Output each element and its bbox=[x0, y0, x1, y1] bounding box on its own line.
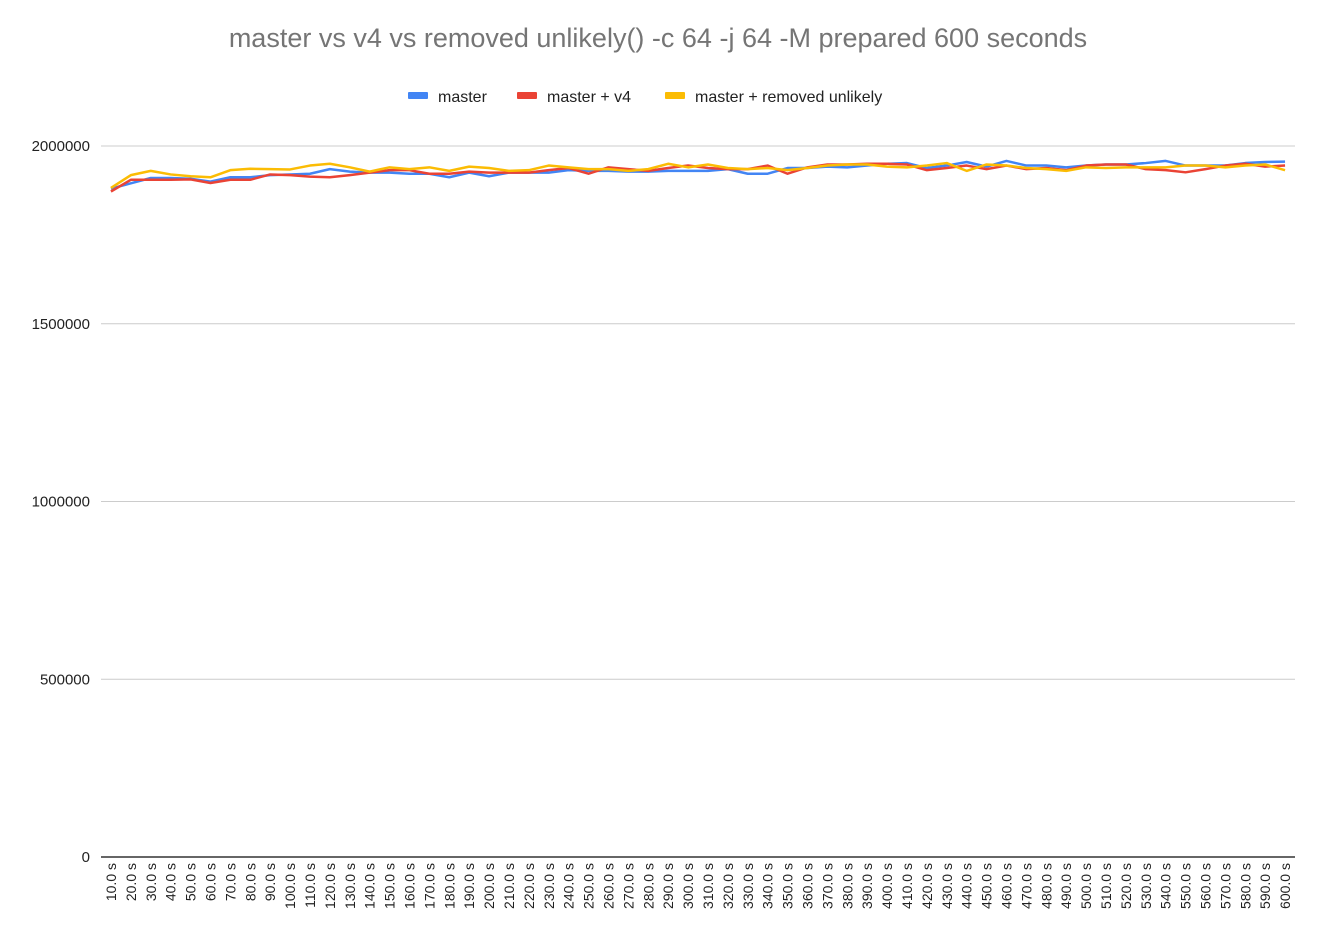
x-tick-label: 250.0 s bbox=[581, 863, 597, 909]
x-tick-label: 120.0 s bbox=[322, 863, 338, 909]
legend-label-master: master bbox=[438, 89, 488, 106]
gridlines bbox=[101, 145, 1295, 680]
x-tick-label: 160.0 s bbox=[401, 863, 417, 909]
x-tick-label: 70.0 s bbox=[222, 863, 238, 901]
chart-title: master vs v4 vs removed unlikely() -c 64… bbox=[229, 23, 1087, 53]
x-tick-label: 410.0 s bbox=[899, 863, 915, 909]
x-tick-label: 400.0 s bbox=[879, 863, 895, 909]
x-tick-label: 320.0 s bbox=[720, 863, 736, 909]
x-tick-label: 530.0 s bbox=[1138, 863, 1154, 909]
y-tick-label: 1000000 bbox=[32, 494, 90, 511]
x-tick-label: 500.0 s bbox=[1078, 863, 1094, 909]
x-tick-label: 20.0 s bbox=[123, 863, 139, 901]
x-tick-label: 560.0 s bbox=[1197, 863, 1213, 909]
x-tick-label: 380.0 s bbox=[839, 863, 855, 909]
x-tick-label: 570.0 s bbox=[1217, 863, 1233, 909]
x-tick-label: 330.0 s bbox=[740, 863, 756, 909]
x-tick-label: 220.0 s bbox=[521, 863, 537, 909]
x-tick-label: 470.0 s bbox=[1018, 863, 1034, 909]
x-tick-label: 310.0 s bbox=[700, 863, 716, 909]
x-tick-label: 540.0 s bbox=[1158, 863, 1174, 909]
legend-swatch-master-v4 bbox=[517, 92, 537, 99]
x-tick-label: 350.0 s bbox=[780, 863, 796, 909]
x-tick-label: 580.0 s bbox=[1237, 863, 1253, 909]
x-tick-label: 440.0 s bbox=[959, 863, 975, 909]
x-tick-label: 290.0 s bbox=[660, 863, 676, 909]
x-axis-ticks: 10.0 s 20.0 s 30.0 s 40.0 s 50.0 s 60.0 s 70.0… bbox=[103, 863, 1293, 909]
legend-swatch-master bbox=[408, 92, 428, 99]
x-tick-label: 30.0 s bbox=[143, 863, 159, 901]
x-tick-label: 590.0 s bbox=[1257, 863, 1273, 909]
x-tick-label: 490.0 s bbox=[1058, 863, 1074, 909]
legend-label-master-v4: master + v4 bbox=[547, 89, 631, 106]
x-tick-label: 450.0 s bbox=[979, 863, 995, 909]
x-tick-label: 480.0 s bbox=[1038, 863, 1054, 909]
x-tick-label: 420.0 s bbox=[919, 863, 935, 909]
y-tick-label: 1500000 bbox=[32, 316, 90, 333]
x-tick-label: 340.0 s bbox=[760, 863, 776, 909]
x-tick-label: 40.0 s bbox=[163, 863, 179, 901]
x-tick-label: 150.0 s bbox=[382, 863, 398, 909]
x-tick-label: 60.0 s bbox=[202, 863, 218, 901]
y-tick-label: 0 bbox=[82, 849, 90, 866]
x-tick-label: 510.0 s bbox=[1098, 863, 1114, 909]
x-tick-label: 390.0 s bbox=[859, 863, 875, 909]
x-tick-label: 300.0 s bbox=[680, 863, 696, 909]
x-tick-label: 270.0 s bbox=[620, 863, 636, 909]
series-line-2 bbox=[110, 161, 1286, 190]
x-tick-label: 460.0 s bbox=[998, 863, 1014, 909]
legend-swatch-master-removed-unlikely bbox=[665, 92, 685, 99]
y-tick-label: 2000000 bbox=[32, 138, 90, 155]
x-tick-label: 180.0 s bbox=[441, 863, 457, 909]
x-tick-label: 600.0 s bbox=[1277, 863, 1293, 909]
x-tick-label: 430.0 s bbox=[939, 863, 955, 909]
x-tick-label: 90.0 s bbox=[262, 863, 278, 901]
x-tick-label: 280.0 s bbox=[640, 863, 656, 909]
legend-label-master-removed-unlikely: master + removed unlikely bbox=[695, 89, 882, 106]
x-tick-label: 260.0 s bbox=[600, 863, 616, 909]
legend: master master + v4 master + removed unli… bbox=[408, 89, 882, 106]
x-tick-label: 240.0 s bbox=[561, 863, 577, 909]
x-tick-label: 50.0 s bbox=[183, 863, 199, 901]
y-axis-ticks: 0 500000 1000000 1500000 2000000 bbox=[32, 138, 90, 866]
series-lines bbox=[110, 159, 1286, 193]
x-tick-label: 550.0 s bbox=[1178, 863, 1194, 909]
x-tick-label: 190.0 s bbox=[461, 863, 477, 909]
x-tick-label: 360.0 s bbox=[799, 863, 815, 909]
x-tick-label: 80.0 s bbox=[242, 863, 258, 901]
x-tick-label: 370.0 s bbox=[819, 863, 835, 909]
y-tick-label: 500000 bbox=[40, 671, 90, 688]
x-tick-label: 140.0 s bbox=[362, 863, 378, 909]
x-tick-label: 230.0 s bbox=[541, 863, 557, 909]
x-tick-label: 110.0 s bbox=[302, 863, 318, 908]
x-tick-label: 520.0 s bbox=[1118, 863, 1134, 909]
x-tick-label: 170.0 s bbox=[421, 863, 437, 909]
x-tick-label: 100.0 s bbox=[282, 863, 298, 909]
x-tick-label: 200.0 s bbox=[481, 863, 497, 909]
x-tick-label: 210.0 s bbox=[501, 863, 517, 909]
x-tick-label: 130.0 s bbox=[342, 863, 358, 909]
x-tick-label: 10.0 s bbox=[103, 863, 119, 901]
